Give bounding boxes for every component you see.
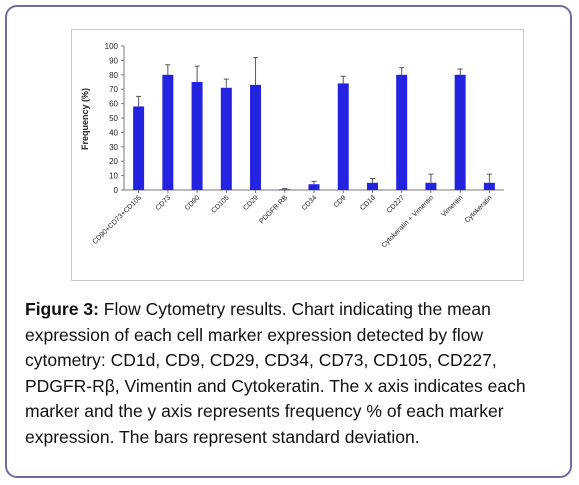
bar [220,87,232,190]
x-tick-label: CD29 [242,194,260,212]
bar [308,184,320,190]
x-tick-label: CD227 [386,194,406,214]
x-tick-label: CD9 [333,194,348,209]
bar [425,182,437,190]
y-tick-label: 20 [109,157,118,166]
bar [396,74,408,190]
x-tick-label: CD90 [184,194,202,212]
chart-frame [71,29,524,281]
y-tick-label: 10 [109,172,118,181]
y-tick-label: 80 [109,71,118,80]
figure-caption: Figure 3: Flow Cytometry results. Chart … [25,297,565,450]
y-tick-label: 50 [109,114,118,123]
y-tick-label: 60 [109,100,118,109]
x-tick-label: CD105 [210,194,230,214]
bar [250,84,262,190]
bar [191,82,203,190]
caption-label: Figure 3: [25,299,99,319]
x-tick-label: CD34 [301,194,319,212]
chart-axes [121,45,504,193]
y-tick-label: 100 [105,42,119,51]
x-tick-label: CD90+CD73+CD105 [92,194,144,246]
figure-box: 0 10 20 30 40 50 60 70 80 90 100 CD90+CD73+CD105 CD… [5,5,572,478]
chart-error-bars [136,57,492,190]
y-axis-label: Frequency (%) [80,88,90,150]
chart-bars [133,74,495,191]
bar [279,189,291,191]
x-tick-label: PDGFR-RB [258,194,289,225]
bar [337,83,349,190]
y-tick-label: 90 [109,56,118,65]
x-tick-label: Cytokeratin [464,194,494,224]
bar [162,74,174,190]
bar [133,106,145,190]
x-tick-label: Cytokeratin + Vimentin [381,194,436,249]
y-tick-label: 30 [109,143,118,152]
y-tick-label: 40 [109,128,118,137]
y-tick-labels: 0 10 20 30 40 50 60 70 80 90 100 [105,42,119,195]
x-tick-label: CD1d [359,194,377,212]
bar [366,182,378,190]
caption-text: Flow Cytometry results. Chart indicating… [25,299,526,447]
bar [454,74,466,190]
y-tick-label: 0 [114,186,119,195]
bar [483,182,495,190]
y-tick-label: 70 [109,85,118,94]
x-tick-label: CD73 [155,194,173,212]
x-tick-labels: CD90+CD73+CD105 CD73 CD90 CD105 CD29PDGFR-RB… [92,194,494,249]
x-tick-label: Vimentin [440,194,464,218]
